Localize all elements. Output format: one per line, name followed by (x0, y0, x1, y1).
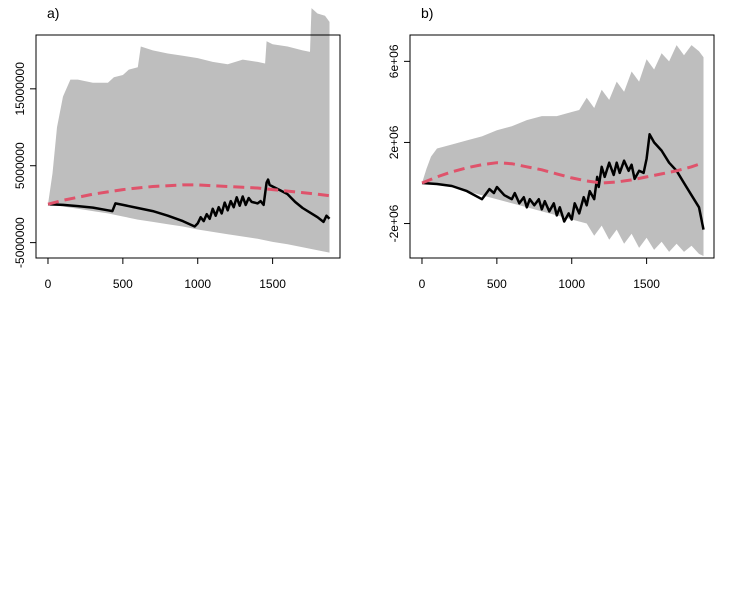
chart-panel-1: 0 500 1000 1500 -5000000 5000000 15000000 a) (13, 5, 341, 291)
y-tick-label: -5000000 (13, 217, 27, 268)
x-tick-label: 1500 (259, 277, 286, 291)
x-tick-label: 500 (487, 277, 507, 291)
envelope-band (48, 8, 330, 253)
expected-line (47, 183, 330, 206)
x-tick-label: 1000 (558, 277, 585, 291)
panel-label: b) (421, 5, 433, 21)
expected-line (421, 161, 704, 185)
x-tick-label: 0 (419, 277, 426, 291)
envelope-band (422, 45, 704, 256)
chart-panel-2: 0 500 1000 1500 -2e+06 2e+06 6e+06 b) (387, 5, 715, 291)
x-tick-label: 1500 (633, 277, 660, 291)
y-tick-label: -2e+06 (387, 204, 401, 242)
observed-line (47, 178, 331, 228)
y-tick-label: 5000000 (13, 142, 27, 189)
x-tick-label: 500 (113, 277, 133, 291)
y-tick-label: 2e+06 (387, 125, 401, 159)
y-tick-label: 6e+06 (387, 44, 401, 78)
x-tick-label: 0 (45, 277, 52, 291)
y-tick-label: 15000000 (13, 62, 27, 116)
x-tick-label: 1000 (184, 277, 211, 291)
observed-line (421, 133, 705, 230)
panel-label: a) (47, 5, 59, 21)
